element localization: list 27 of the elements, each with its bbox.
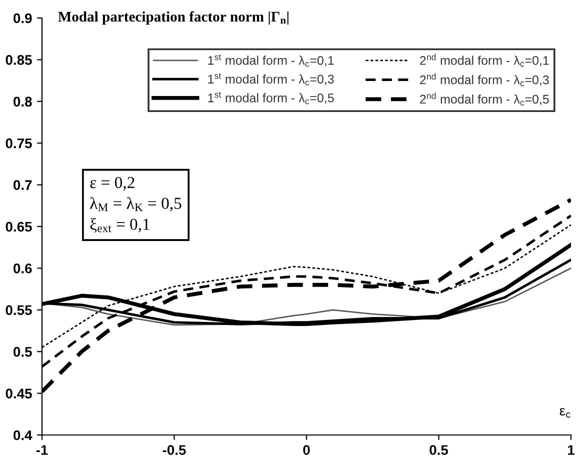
x-tick-label: 0	[303, 445, 310, 455]
legend-label: 1$^{st}$ modal form - λ$_{c}$=0,5	[208, 92, 334, 104]
x-axis-title: ε$_{c}$	[560, 408, 570, 418]
annotation: ξ$_{ext}$ = 0,1	[90, 218, 150, 233]
y-tick-label: 0.65	[6, 222, 32, 232]
x-tick-label: -1	[36, 445, 48, 455]
legend-label: 1$^{st}$ modal form - λ$_{c}$=0,3	[208, 73, 334, 86]
legend-label: 2$^{nd}$ modal form - λ$_{c}$=0,3	[420, 73, 549, 86]
chart-title: Modal partecipation factor norm |Γ$_{n}$|	[58, 11, 288, 25]
y-tick-label: 0.4	[14, 430, 32, 440]
y-tick-label: 0.8	[14, 96, 32, 107]
x-tick-label: -0.5	[162, 445, 186, 455]
legend-label: 1$^{st}$ modal form - λ$_{c}$=0,1	[208, 54, 334, 67]
y-tick-label: 0.5	[14, 346, 32, 357]
x-tick-label: 0.5	[430, 445, 448, 455]
x-tick-label: 1	[568, 445, 574, 455]
y-tick-label: 0.75	[6, 138, 32, 148]
legend-label: 2$^{nd}$ modal form - λ$_{c}$=0,1	[420, 54, 549, 67]
y-tick-label: 0.85	[6, 55, 32, 65]
annotation: λ$_{M}$ = λ$_{K}$ = 0,5	[90, 197, 182, 212]
y-tick-label: 0.45	[6, 388, 32, 398]
legend-label: 2$^{nd}$ modal form - λ$_{c}$=0,5	[420, 92, 549, 106]
y-tick-label: 0.6	[14, 264, 32, 274]
y-tick-label: 0.9	[14, 13, 32, 24]
y-tick-label: 0.7	[14, 180, 32, 190]
y-tick-label: 0.55	[6, 305, 32, 316]
annotation: ε = 0,2	[90, 176, 134, 191]
